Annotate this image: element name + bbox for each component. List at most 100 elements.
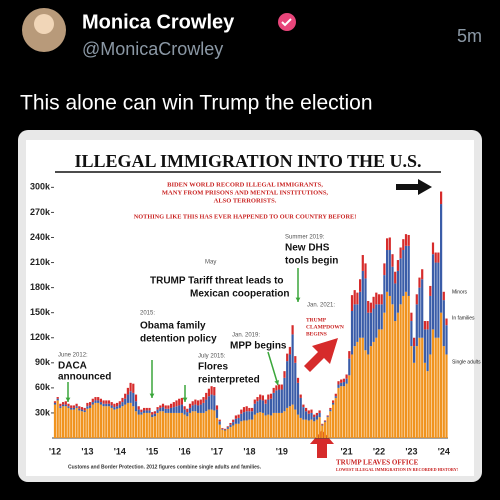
y-tick-label: 210k [30, 257, 51, 267]
annotation: 2015: [140, 311, 155, 317]
x-tick-label: '19 [276, 446, 288, 456]
bar-segment [153, 413, 156, 417]
annotation: TRUMP LEAVES OFFICE [336, 459, 419, 467]
bar-segment [272, 387, 275, 393]
bar-segment [445, 318, 448, 326]
bar-segment [126, 402, 129, 438]
bar-segment [83, 410, 86, 413]
bar-segment [307, 420, 310, 438]
bar-segment [359, 279, 362, 292]
bar-segment [194, 399, 197, 405]
legend-label: Minors [452, 289, 468, 295]
bar-segment [280, 412, 283, 438]
bar-segment [380, 329, 383, 438]
bar-segment [151, 414, 154, 418]
display-name[interactable]: Monica Crowley [82, 11, 235, 33]
bar-segment [299, 417, 302, 438]
bar-segment [380, 294, 383, 305]
bar-segment [421, 279, 424, 338]
bar-segment [175, 412, 178, 438]
bar-segment [356, 292, 359, 305]
bar-segment [167, 412, 170, 438]
bar-segment [269, 398, 273, 416]
bar-segment [143, 410, 146, 413]
y-tick-label: 30k [35, 407, 51, 417]
bar-segment [286, 353, 289, 362]
bar-segment [245, 411, 248, 421]
bar-segment [224, 430, 227, 438]
bar-segment [194, 411, 197, 438]
bar-segment [386, 291, 389, 438]
bar-segment [372, 308, 375, 342]
bar-segment [361, 270, 364, 338]
bar-segment [207, 409, 210, 438]
bar-segment [394, 321, 397, 438]
handle[interactable]: @MonicaCrowley [82, 39, 223, 59]
bar-segment [151, 417, 154, 438]
bar-segment [218, 424, 221, 438]
annotation: MPP begins [230, 341, 287, 352]
bar-segment [107, 400, 111, 404]
bar-segment [170, 407, 173, 413]
bar-segment [224, 428, 227, 430]
bar-segment [340, 386, 343, 438]
bar-segment [229, 422, 232, 425]
bar-segment [110, 405, 113, 408]
bar-segment [280, 389, 283, 413]
x-tick-label: '22 [373, 446, 385, 456]
bar-segment [215, 417, 219, 438]
tweet-text: This alone can win Trump the election [20, 92, 373, 115]
bar-segment [396, 260, 399, 271]
annotation: DACA [58, 361, 87, 372]
bar-segment [410, 346, 413, 438]
bar-segment [288, 346, 291, 355]
bar-segment [86, 408, 89, 438]
x-tick-label: '15 [146, 446, 158, 456]
bar-segment [207, 396, 210, 410]
annotation: June 2012: [58, 353, 88, 359]
bar-segment [332, 400, 335, 403]
bar-segment [310, 409, 313, 413]
bar-segment [267, 414, 270, 438]
bar-segment [375, 304, 378, 338]
bar-segment [372, 341, 375, 438]
bar-segment [383, 275, 386, 313]
bar-segment [364, 278, 367, 351]
bar-segment [413, 337, 416, 347]
bar-segment [272, 392, 275, 413]
bar-segment [445, 354, 448, 438]
bar-segment [199, 404, 202, 413]
bar-segment [413, 362, 416, 438]
bar-segment [56, 400, 59, 438]
bar-segment [70, 405, 73, 408]
bar-segment [78, 406, 81, 409]
bar-segment [332, 404, 335, 438]
bar-segment [180, 404, 183, 413]
bar-segment [399, 258, 402, 305]
bar-segment [291, 404, 294, 438]
bar-segment [421, 269, 424, 280]
bar-segment [148, 407, 151, 411]
bar-segment [269, 393, 273, 399]
bar-segment [124, 398, 127, 405]
bar-segment [145, 410, 148, 413]
annotation-arrow [267, 351, 279, 386]
bar-segment [161, 403, 165, 408]
bar-segment [383, 312, 386, 438]
bar-segment [440, 191, 443, 205]
bar-segment [53, 404, 57, 438]
bar-segment [172, 412, 175, 438]
legend-label: Single adults [452, 359, 481, 365]
bar-segment [402, 250, 405, 296]
bar-segment [296, 377, 300, 383]
x-tick-label: '21 [341, 446, 353, 456]
bar-segment [242, 412, 246, 421]
bar-segment [348, 375, 351, 438]
x-tick-label: '16 [179, 446, 191, 456]
annotation: ALSO TERRORISTS. [214, 197, 277, 204]
bar-segment [240, 409, 243, 414]
bar-segment [191, 401, 194, 406]
bar-segment [89, 407, 92, 438]
bar-segment [364, 350, 367, 438]
bar-segment [226, 427, 229, 429]
